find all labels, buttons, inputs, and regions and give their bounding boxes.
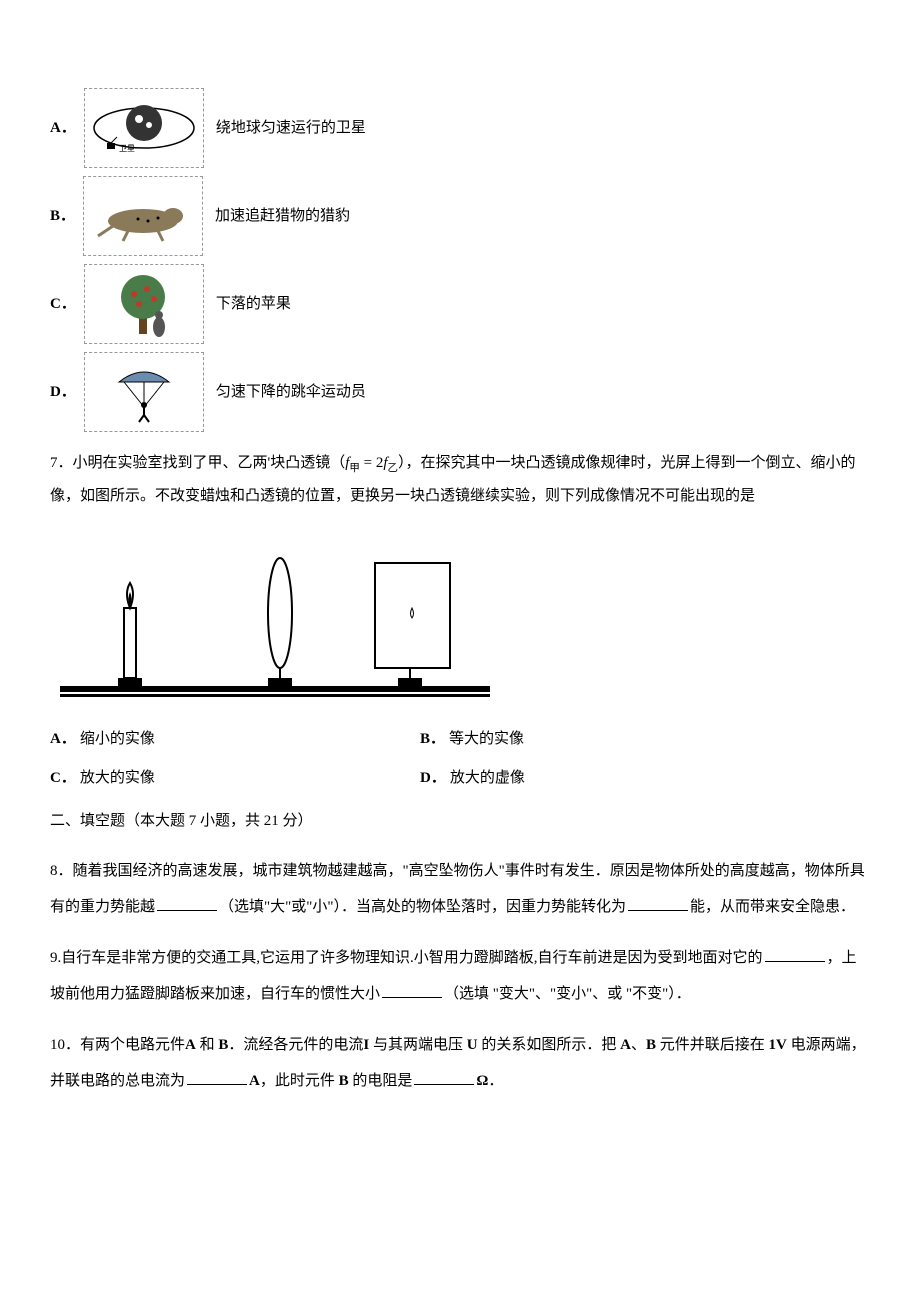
q10-B3: B	[339, 1073, 349, 1089]
question-10: 10．有两个电路元件A 和 B．流经各元件的电流I 与其两端电压 U 的关系如图…	[50, 1027, 870, 1099]
q9-blank-2[interactable]	[382, 983, 442, 998]
q9-part1: 自行车是非常方便的交通工具,它运用了许多物理知识.小智用力蹬脚踏板,自行车前进是…	[61, 950, 762, 966]
q10-part7: ，此时元件	[260, 1073, 339, 1089]
q7-choice-d: D． 放大的虚像	[420, 762, 750, 795]
q7-choice-text-c: 放大的实像	[80, 762, 155, 795]
q8-blank-2[interactable]	[628, 896, 688, 911]
q6-text-c: 下落的苹果	[216, 288, 291, 321]
q7-number: 7．	[50, 455, 73, 471]
q10-part4: 的关系如图所示．把	[478, 1037, 621, 1053]
q10-unitA: A	[249, 1073, 260, 1089]
q8-part2: 能，从而带来安全隐患．	[690, 899, 855, 915]
q10-A1: A	[185, 1037, 196, 1053]
q10-part2: ．流经各元件的电流	[228, 1037, 363, 1053]
q6-image-parachutist	[84, 352, 204, 432]
q10-part5: 元件并联后接在	[656, 1037, 769, 1053]
q7-choice-text-b: 等大的实像	[449, 723, 524, 756]
q6-option-c: C． 下落的苹果	[50, 264, 870, 344]
q6-option-b: B． 加速追赶猎物的猎豹	[50, 176, 870, 256]
option-label-d: D．	[50, 376, 76, 409]
q6-text-d: 匀速下降的跳伞运动员	[216, 376, 366, 409]
apple-tree-icon	[89, 269, 199, 339]
question-8: 8．随着我国经济的高速发展，城市建筑物越建越高，"高空坠物伤人"事件时有发生．原…	[50, 853, 870, 925]
q10-blank-2[interactable]	[414, 1070, 474, 1085]
q7-diagram	[50, 528, 500, 708]
svg-text:卫星: 卫星	[119, 144, 135, 153]
q10-part8: 的电阻是	[349, 1073, 413, 1089]
q10-A2: A	[620, 1037, 631, 1053]
parachute-icon	[89, 357, 199, 427]
q7-choice-c: C． 放大的实像	[50, 762, 380, 795]
q7-choice-text-d: 放大的虚像	[450, 762, 525, 795]
q6-option-a: A． 卫星 绕地球匀速运行的卫星	[50, 88, 870, 168]
q6-image-cheetah	[83, 176, 203, 256]
q10-and: 和	[196, 1037, 219, 1053]
q7-choice-label-c: C．	[50, 762, 76, 795]
q8-blank-1[interactable]	[157, 896, 217, 911]
q10-part3: 与其两端电压	[369, 1037, 467, 1053]
q6-image-apple-tree	[84, 264, 204, 344]
q7-choice-b: B． 等大的实像	[420, 723, 750, 756]
cheetah-icon	[88, 181, 198, 251]
q10-B1: B	[218, 1037, 228, 1053]
optics-bench-icon	[50, 528, 500, 708]
q7-sub1: 甲	[349, 463, 360, 474]
q10-volt: 1V	[769, 1037, 787, 1053]
q10-part9: ．	[488, 1073, 503, 1089]
q9-hint: （选填 "变大"、"变小"、或 "不变"）．	[444, 986, 691, 1002]
q6-image-satellite: 卫星	[84, 88, 204, 168]
q10-part1: 有两个电路元件	[80, 1037, 185, 1053]
q7-sub2: 乙	[388, 463, 399, 474]
q6-text-b: 加速追赶猎物的猎豹	[215, 200, 350, 233]
q7-choices: A． 缩小的实像 B． 等大的实像 C． 放大的实像 D． 放大的虚像	[50, 723, 750, 795]
satellite-icon: 卫星	[89, 93, 199, 163]
option-label-a: A．	[50, 112, 76, 145]
q7-choice-a: A． 缩小的实像	[50, 723, 380, 756]
q10-U: U	[467, 1037, 478, 1053]
q6-option-d: D． 匀速下降的跳伞运动员	[50, 352, 870, 432]
question-7: 7．小明在实验室找到了甲、乙两'块凸透镜（f甲 = 2f乙），在探究其中一块凸透…	[50, 447, 870, 513]
q7-text-before: 小明在实验室找到了甲、乙两'块凸透镜（	[73, 455, 346, 471]
q7-choice-label-d: D．	[420, 762, 446, 795]
q7-choice-label-a: A．	[50, 723, 76, 756]
option-label-c: C．	[50, 288, 76, 321]
q8-hint1: （选填"大"或"小"）．当高处的物体坠落时，因重力势能转化为	[219, 899, 626, 915]
question-9: 9.自行车是非常方便的交通工具,它运用了许多物理知识.小智用力蹬脚踏板,自行车前…	[50, 940, 870, 1012]
q7-eq: = 2	[360, 455, 383, 471]
q10-number: 10．	[50, 1037, 80, 1053]
q10-ohm: Ω	[476, 1073, 488, 1089]
q10-blank-1[interactable]	[187, 1070, 247, 1085]
section-2-title: 二、填空题（本大题 7 小题，共 21 分）	[50, 805, 870, 838]
q10-B2: B	[646, 1037, 656, 1053]
q6-text-a: 绕地球匀速运行的卫星	[216, 112, 366, 145]
q7-choice-text-a: 缩小的实像	[80, 723, 155, 756]
q8-number: 8．	[50, 863, 73, 879]
q9-blank-1[interactable]	[765, 947, 825, 962]
q10-comma: 、	[631, 1037, 646, 1053]
q7-choice-label-b: B．	[420, 723, 445, 756]
option-label-b: B．	[50, 200, 75, 233]
q9-number: 9.	[50, 950, 61, 966]
